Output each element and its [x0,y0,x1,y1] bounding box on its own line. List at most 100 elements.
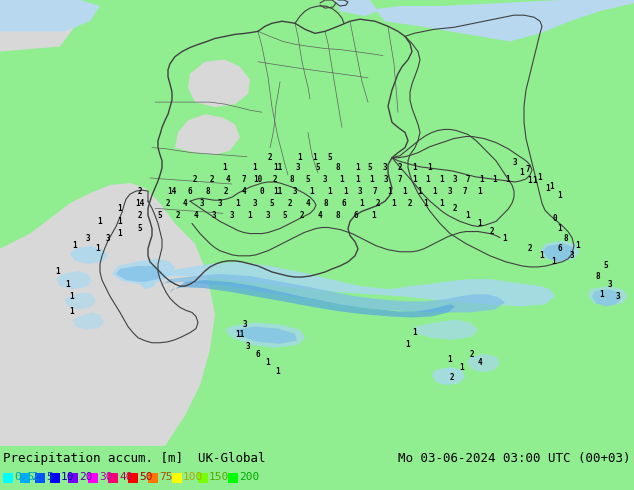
Bar [148,473,158,483]
Text: 5: 5 [269,199,275,208]
Text: 3: 3 [217,199,223,208]
Text: 7: 7 [398,175,403,184]
Bar [35,473,45,483]
Text: 1: 1 [477,187,482,196]
Bar [172,473,182,483]
Text: 1: 1 [276,367,280,375]
Text: 2: 2 [138,187,142,196]
Text: 1: 1 [266,359,270,368]
Text: 6: 6 [188,187,192,196]
Text: 1: 1 [253,163,257,172]
Text: 1: 1 [477,219,482,228]
Text: 2: 2 [408,199,412,208]
Text: 0: 0 [260,187,264,196]
Text: 2: 2 [376,199,380,208]
Bar [128,473,138,483]
Text: 2: 2 [193,175,197,184]
Text: 1: 1 [550,181,554,191]
Text: 6: 6 [256,350,261,359]
Text: 75: 75 [159,472,172,483]
Text: 1: 1 [56,268,60,276]
Text: 1: 1 [98,217,102,226]
Text: 1: 1 [424,199,429,208]
Text: 7: 7 [463,187,467,196]
Text: 1: 1 [466,211,470,220]
Bar [88,473,98,483]
Text: 1: 1 [344,187,348,196]
Text: 3: 3 [253,199,257,208]
Text: 3: 3 [230,211,235,220]
Text: 20: 20 [79,472,93,483]
Text: 6: 6 [558,244,562,253]
Text: 1: 1 [96,244,100,253]
Text: 4: 4 [183,199,187,208]
Text: 1: 1 [313,153,317,162]
Text: 1: 1 [236,199,240,208]
Text: 8: 8 [290,175,294,184]
Text: 1: 1 [558,191,562,199]
Bar [3,473,13,483]
Text: 150: 150 [209,472,230,483]
Text: 3: 3 [266,211,270,220]
Text: 1: 1 [413,163,417,172]
Text: 4: 4 [306,199,310,208]
Text: 1: 1 [73,241,77,250]
Text: 8: 8 [564,234,568,243]
Text: 11: 11 [273,187,283,196]
Text: 4: 4 [194,211,198,220]
Text: 11: 11 [273,163,283,172]
Text: 7: 7 [242,175,247,184]
Text: 3: 3 [453,175,457,184]
Text: 2: 2 [31,472,38,483]
Text: 1: 1 [356,175,360,184]
Text: 2: 2 [224,187,228,196]
Bar [108,473,118,483]
Text: 10: 10 [61,472,75,483]
Text: 1: 1 [328,187,332,196]
Text: 8: 8 [335,163,340,172]
Text: 3: 3 [200,199,204,208]
Text: 1: 1 [493,175,497,184]
Text: 1: 1 [309,187,314,196]
Text: 1: 1 [340,175,344,184]
Text: 200: 200 [239,472,259,483]
Text: 1: 1 [533,176,537,186]
Text: 3: 3 [106,234,110,243]
Text: 1: 1 [392,199,396,208]
Text: 5: 5 [158,211,162,220]
Text: 3: 3 [513,158,517,167]
Text: 10: 10 [254,175,262,184]
Text: 1: 1 [538,173,542,182]
Text: 3: 3 [86,234,90,243]
Text: 8: 8 [205,187,210,196]
Text: 2: 2 [300,211,304,220]
Text: 1: 1 [460,363,464,371]
Text: 8: 8 [324,199,328,208]
Text: Precipitation accum. [m]  UK-Global: Precipitation accum. [m] UK-Global [3,452,266,465]
Text: 1: 1 [432,187,437,196]
Text: 2: 2 [176,211,180,220]
Text: 3: 3 [383,163,387,172]
Text: 2: 2 [527,244,533,253]
Text: 1: 1 [370,175,374,184]
Text: 2: 2 [489,227,495,236]
Text: 2: 2 [268,153,273,162]
Text: 2: 2 [288,199,292,208]
Text: 1: 1 [448,355,452,365]
Text: 2: 2 [138,211,142,220]
Text: 1: 1 [118,229,122,238]
Text: 1: 1 [298,153,302,162]
Text: 1: 1 [503,234,507,243]
Bar [50,473,60,483]
Text: 11: 11 [235,330,245,339]
Text: 1: 1 [546,184,550,193]
Text: 4: 4 [226,175,230,184]
Text: 1: 1 [248,211,252,220]
Text: 1: 1 [118,217,122,226]
Text: 3: 3 [448,187,452,196]
Text: 4: 4 [318,211,322,220]
Text: 1: 1 [480,175,484,184]
Text: 100: 100 [183,472,204,483]
Text: 1: 1 [552,257,556,267]
Text: 5: 5 [46,472,53,483]
